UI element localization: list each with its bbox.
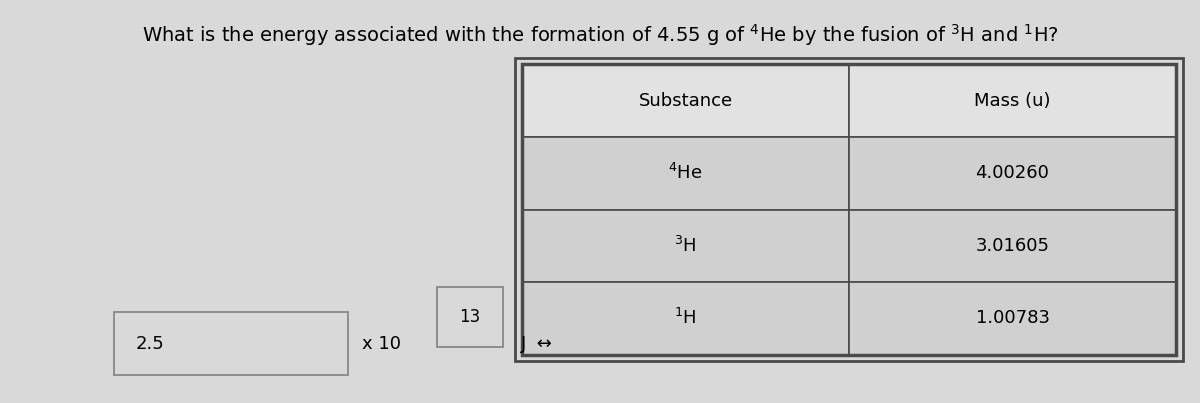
Bar [850,137,1176,210]
Text: $^{1}$H: $^{1}$H [674,308,697,328]
Text: 13: 13 [460,308,480,326]
Bar [522,137,850,210]
Text: x 10: x 10 [362,334,402,353]
Text: What is the energy associated with the formation of 4.55 g of $^{4}$He by the fu: What is the energy associated with the f… [142,22,1058,48]
Bar [522,64,1176,355]
Bar [850,64,1176,137]
Bar [114,312,348,375]
Bar [522,64,850,137]
Bar [522,282,850,355]
Text: 2.5: 2.5 [136,334,164,353]
Text: 1.00783: 1.00783 [976,310,1050,327]
Bar [522,210,850,282]
Text: Substance: Substance [638,92,732,110]
Text: J  ↔: J ↔ [521,334,553,353]
Text: Mass (u): Mass (u) [974,92,1051,110]
Text: 4.00260: 4.00260 [976,164,1050,182]
Bar [515,58,1183,361]
Bar [437,287,503,347]
Text: $^{4}$He: $^{4}$He [668,163,703,183]
Bar [850,282,1176,355]
Text: 3.01605: 3.01605 [976,237,1050,255]
Text: $^{3}$H: $^{3}$H [674,236,697,256]
Bar [850,210,1176,282]
